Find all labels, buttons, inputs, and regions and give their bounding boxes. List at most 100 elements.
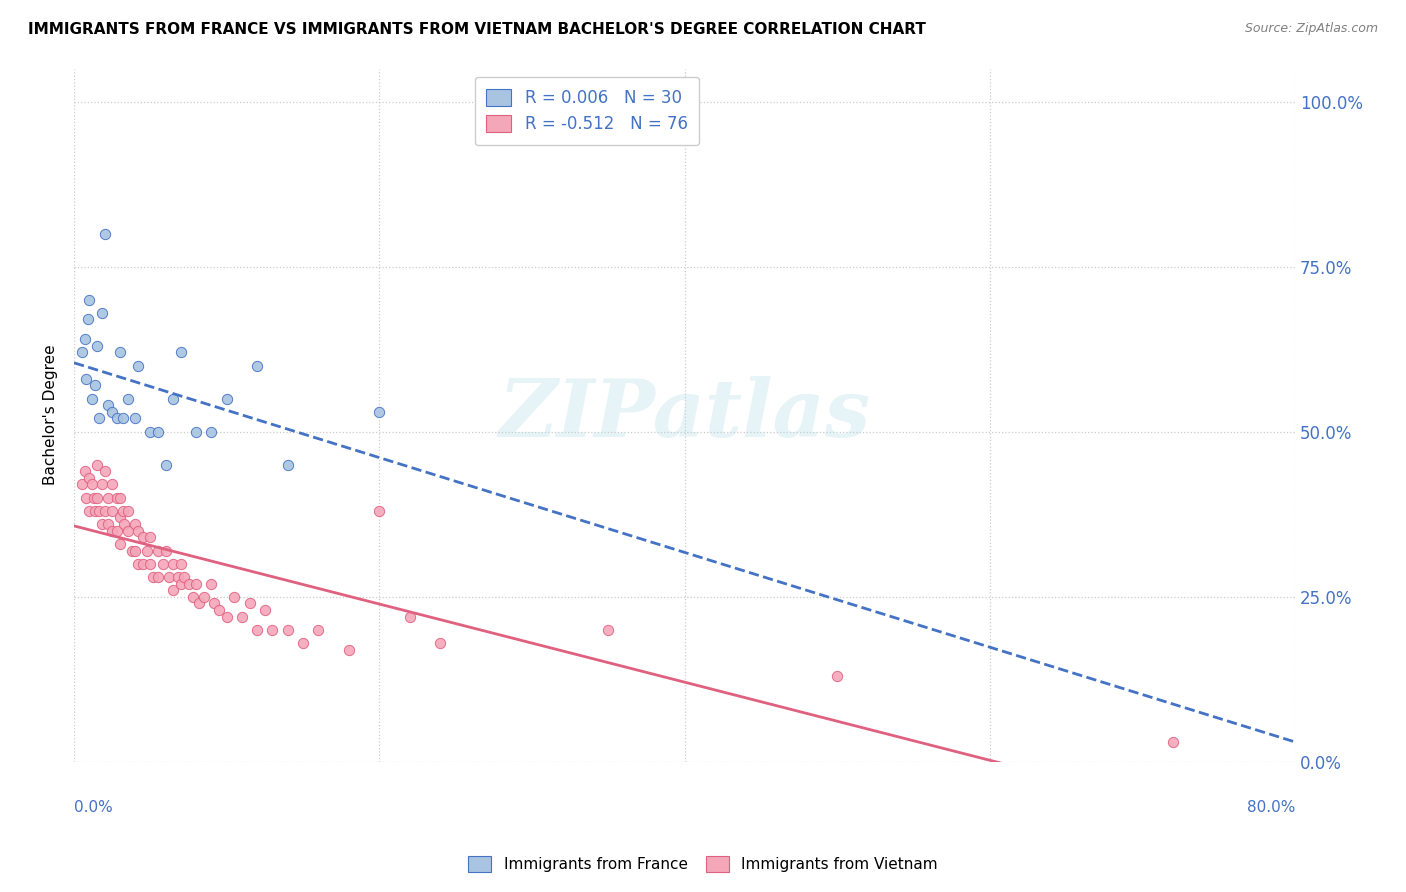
Point [170,557,193,571]
Point [162,392,184,406]
Point [101,405,124,419]
Point [101,477,124,491]
Point [117,392,139,406]
Point [200,576,222,591]
Point [208,603,231,617]
Point [239,596,262,610]
Point [111,411,134,425]
Point [105,491,128,505]
Point [215,392,238,406]
Point [108,537,131,551]
Point [155,458,177,472]
Point [75,491,97,505]
Point [398,609,420,624]
Point [155,543,177,558]
Point [73,332,96,346]
Point [97,398,120,412]
Point [87,504,110,518]
Point [186,576,208,591]
Point [139,530,162,544]
Point [598,623,620,637]
Point [188,596,211,610]
Point [246,623,269,637]
Point [215,609,238,624]
Point [90,306,112,320]
Point [87,411,110,425]
Y-axis label: Bachelor's Degree: Bachelor's Degree [44,345,58,485]
Point [231,609,253,624]
Point [86,491,108,505]
Point [146,425,169,439]
Point [1161,735,1184,749]
Point [200,425,222,439]
Text: ZIPatlas: ZIPatlas [499,376,870,454]
Point [146,570,169,584]
Point [368,405,391,419]
Point [105,411,128,425]
Point [167,570,190,584]
Point [124,411,146,425]
Point [117,504,139,518]
Point [101,504,124,518]
Point [101,524,124,538]
Point [83,491,105,505]
Point [162,557,184,571]
Point [146,543,169,558]
Text: IMMIGRANTS FROM FRANCE VS IMMIGRANTS FROM VIETNAM BACHELOR'S DEGREE CORRELATION : IMMIGRANTS FROM FRANCE VS IMMIGRANTS FRO… [28,22,927,37]
Point [86,339,108,353]
Point [127,524,149,538]
Point [105,524,128,538]
Point [429,636,451,650]
Point [111,504,134,518]
Point [84,378,107,392]
Point [97,517,120,532]
Point [75,372,97,386]
Point [114,517,136,532]
Point [204,596,226,610]
Point [177,576,200,591]
Legend: Immigrants from France, Immigrants from Vietnam: Immigrants from France, Immigrants from … [461,848,945,880]
Point [170,345,193,359]
Point [124,543,146,558]
Point [262,623,284,637]
Point [108,510,131,524]
Point [117,524,139,538]
Point [136,543,159,558]
Legend: R = 0.006   N = 30, R = -0.512   N = 76: R = 0.006 N = 30, R = -0.512 N = 76 [475,77,699,145]
Point [277,458,299,472]
Point [79,504,101,518]
Point [186,425,208,439]
Point [82,392,104,406]
Point [142,570,165,584]
Point [93,464,115,478]
Point [193,590,215,604]
Point [73,464,96,478]
Point [70,345,93,359]
Point [152,557,174,571]
Point [173,570,195,584]
Point [79,293,101,307]
Point [825,669,848,683]
Point [108,491,131,505]
Text: Source: ZipAtlas.com: Source: ZipAtlas.com [1244,22,1378,36]
Point [76,312,98,326]
Point [124,517,146,532]
Point [93,227,115,241]
Text: 80.0%: 80.0% [1247,800,1295,815]
Point [90,517,112,532]
Point [307,623,329,637]
Point [253,603,276,617]
Point [70,477,93,491]
Point [90,477,112,491]
Point [224,590,246,604]
Point [84,504,107,518]
Point [79,471,101,485]
Point [108,345,131,359]
Point [132,530,155,544]
Point [246,359,269,373]
Point [139,425,162,439]
Point [97,491,120,505]
Point [292,636,315,650]
Point [93,504,115,518]
Point [121,543,143,558]
